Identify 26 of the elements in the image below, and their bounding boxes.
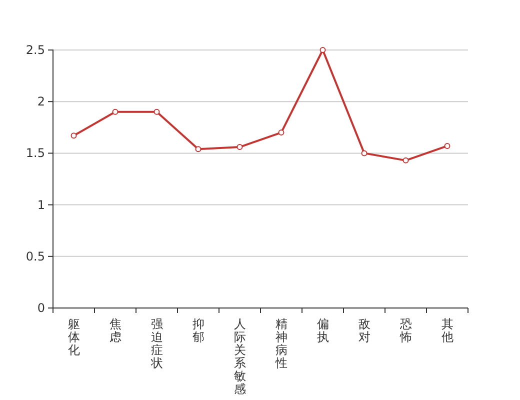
- x-tick-label: 人际关系敏感: [234, 317, 246, 396]
- point: [320, 47, 326, 53]
- y-tick-label: 2: [37, 94, 45, 109]
- y-tick-label: 1.5: [26, 146, 45, 160]
- point: [236, 144, 243, 150]
- y-tick-label: 0: [37, 301, 45, 315]
- y-tick-label: 2.5: [26, 43, 45, 57]
- point: [195, 146, 202, 152]
- x-tick-label: 抑郁: [192, 317, 204, 344]
- x-tick-label: 其他: [441, 317, 454, 344]
- x-tick-label: 敌对: [358, 317, 370, 344]
- x-tick-label: 强迫症状: [150, 317, 163, 370]
- point: [112, 108, 118, 115]
- x-tick-label: 精神病性: [274, 317, 288, 370]
- point: [402, 157, 409, 164]
- point: [70, 132, 77, 139]
- y-tick-label: 1: [37, 198, 45, 212]
- point: [154, 108, 160, 115]
- point: [444, 142, 450, 149]
- x-tick-label: 躯体化: [68, 317, 80, 357]
- x-tick-label: 偏执: [316, 317, 329, 344]
- x-tick-label: 恐怖: [398, 317, 412, 344]
- point: [278, 130, 284, 136]
- point: [361, 150, 368, 156]
- y-tick-label: 0.5: [26, 249, 45, 264]
- x-tick-label: 焦虑: [109, 317, 122, 344]
